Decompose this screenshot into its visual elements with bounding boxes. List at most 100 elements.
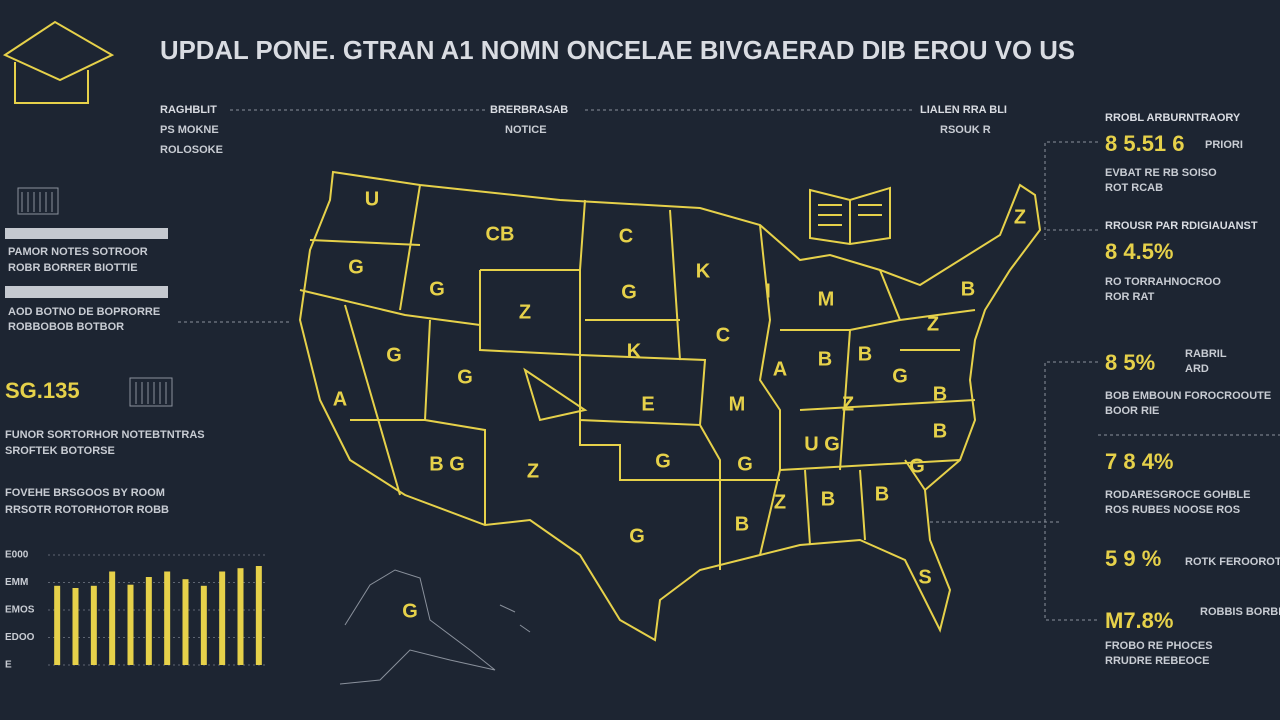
- plane-icon: [523, 367, 588, 422]
- stat-value: 8 5%: [1105, 350, 1155, 375]
- state-label: G: [402, 600, 418, 622]
- bar: [237, 568, 244, 665]
- state-label: Z: [774, 491, 786, 513]
- stat-header: RROUSR PAR RDIGIAUANST: [1105, 220, 1258, 232]
- stat-sub: RRUDRE REBEOCE: [1105, 655, 1210, 667]
- state-label: Z: [927, 313, 939, 335]
- state-label: B: [735, 513, 749, 535]
- stat-sub: BOOR RIE: [1105, 405, 1159, 417]
- building-icon: [129, 377, 173, 407]
- state-label: Z: [527, 460, 539, 482]
- state-label: B: [821, 488, 835, 510]
- y-axis-label: EMOS: [5, 605, 35, 616]
- left-text: FUNOR SORTORHOR NOTEBTNTRAS: [5, 429, 205, 441]
- left-label: PAMOR NOTES SOTROOR: [8, 246, 148, 258]
- bar: [54, 585, 61, 665]
- stat-value: SG.135: [5, 378, 80, 403]
- stat-sub: ROS RUBES NOOSE ROS: [1105, 504, 1240, 516]
- bar: [109, 571, 116, 665]
- book-icon: [809, 186, 891, 246]
- us-outline: [298, 170, 1042, 642]
- state-label: B: [961, 278, 975, 300]
- y-axis-label: E000: [5, 550, 29, 561]
- stat-value: 7 8 4%: [1105, 449, 1174, 474]
- bar-chart: E000 EMM EMOS EDOO E: [5, 550, 268, 671]
- state-label: G: [737, 453, 753, 475]
- stat-sub: FROBO RE PHOCES: [1105, 640, 1213, 652]
- stat-value: M7.8%: [1105, 608, 1173, 633]
- state-label: I: [765, 280, 771, 302]
- state-label: G: [892, 365, 908, 387]
- top-label: NOTICE: [505, 124, 547, 136]
- label-bar: [5, 228, 168, 239]
- label-bar: [5, 286, 168, 298]
- building-icon: [17, 187, 59, 215]
- bar: [164, 571, 171, 665]
- state-label: G: [655, 450, 671, 472]
- bar: [219, 571, 226, 665]
- state-label: B: [933, 383, 947, 405]
- y-axis-label: E: [5, 660, 12, 671]
- state-label: G: [348, 256, 364, 278]
- stat-sub: ROR RAT: [1105, 291, 1155, 303]
- state-label: G: [909, 455, 925, 477]
- state-label: M: [818, 288, 835, 310]
- left-label: ROBR BORRER BIOTTIE: [8, 262, 138, 274]
- state-label: B: [875, 483, 889, 505]
- state-label: G: [629, 525, 645, 547]
- stat-side: ARD: [1185, 363, 1209, 375]
- state-label: G: [621, 281, 637, 303]
- right-panel: RROBL ARBURNTRAORY 8 5.51 6 PRIORI EVBAT…: [1105, 112, 1280, 667]
- left-text: FOVEHE BRSGOOS BY ROOM: [5, 487, 165, 499]
- state-label: U: [365, 188, 379, 210]
- y-axis-label: EMM: [5, 577, 28, 588]
- connector: [930, 141, 1280, 621]
- state-label: K: [696, 260, 711, 282]
- state-label: S: [918, 566, 931, 588]
- top-label: RAGHBLIT: [160, 104, 217, 116]
- state-label: C: [619, 225, 633, 247]
- stat-sub: RODARESGROCE GOHBLE: [1105, 489, 1250, 501]
- stat-sub: EVBAT RE RB SOISO: [1105, 167, 1217, 179]
- state-label: G: [386, 344, 402, 366]
- state-label: A: [773, 358, 787, 380]
- top-label: ROLOSOKE: [160, 144, 223, 156]
- bar: [90, 585, 97, 665]
- stat-sub: ROT RCAB: [1105, 182, 1163, 194]
- stat-side: RABRIL: [1185, 348, 1227, 360]
- stat-header: RROBL ARBURNTRAORY: [1105, 112, 1241, 124]
- bar: [127, 584, 134, 665]
- state-label: Z: [842, 393, 854, 415]
- state-label: B: [858, 343, 872, 365]
- stat-side: ROTK FEROOROTOS: [1185, 556, 1280, 568]
- state-label: Z: [1014, 206, 1026, 228]
- left-label: ROBBOBOB BOTBOR: [8, 321, 124, 333]
- stat-value: 8 4.5%: [1105, 239, 1174, 264]
- top-label: PS MOKNE: [160, 124, 219, 136]
- title: UPDAL PONE. GTRAN A1 NOMN ONCELAE BIVGAE…: [160, 35, 1075, 65]
- state-label: U G: [804, 433, 840, 455]
- bar: [255, 566, 262, 665]
- stat-value: 8 5.51 6: [1105, 131, 1185, 156]
- bar: [145, 577, 152, 665]
- bar: [182, 579, 189, 665]
- state-label: K: [627, 340, 642, 362]
- left-text: RRSOTR ROTORHOTOR ROBB: [5, 504, 169, 516]
- cap-icon: [2, 20, 115, 104]
- left-text: SROFTEK BOTORSE: [5, 445, 115, 457]
- bar: [200, 585, 207, 665]
- bar: [72, 588, 79, 665]
- state-label: G: [457, 366, 473, 388]
- top-label: LIALEN RRA BLI: [920, 104, 1007, 116]
- stat-side: PRIORI: [1205, 139, 1243, 151]
- alaska: [339, 569, 531, 685]
- state-label: B: [933, 420, 947, 442]
- stat-value: 5 9 %: [1105, 546, 1161, 571]
- y-axis-label: EDOO: [5, 632, 35, 643]
- state-label: G: [429, 278, 445, 300]
- state-label: A: [333, 388, 347, 410]
- top-label: RSOUK R: [940, 124, 991, 136]
